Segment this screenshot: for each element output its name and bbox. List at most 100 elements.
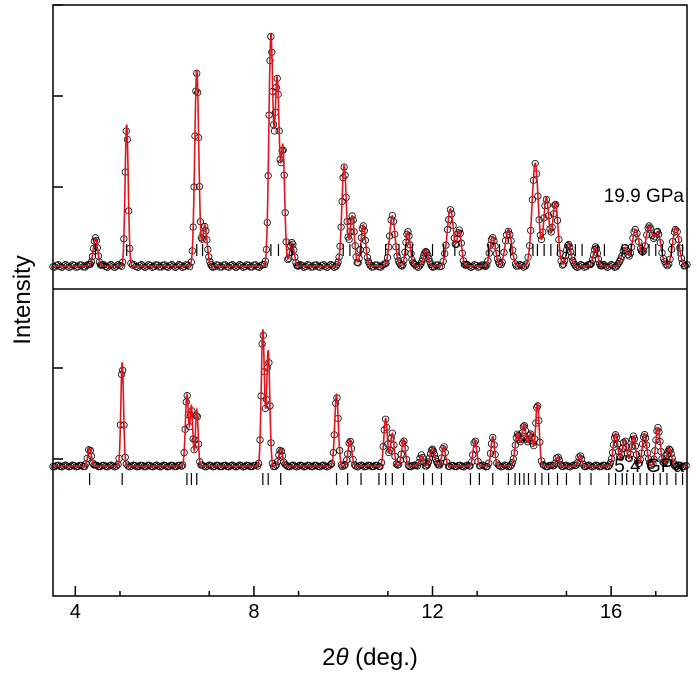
observed-point: [681, 262, 689, 270]
observed-point: [225, 263, 233, 271]
observed-point: [228, 461, 237, 469]
observed-point: [168, 261, 176, 269]
observed-point: [134, 263, 142, 271]
observed-point: [381, 260, 389, 268]
observed-point: [164, 263, 172, 271]
observed-point: [359, 222, 367, 230]
observed-point: [508, 459, 516, 467]
observed-point: [586, 260, 595, 269]
observed-point: [137, 261, 145, 269]
observed-point: [319, 261, 328, 269]
observed-point: [51, 263, 59, 271]
observed-point: [640, 430, 649, 439]
calculated-profile: [53, 32, 687, 267]
observed-point: [289, 461, 297, 469]
observed-point: [149, 463, 157, 471]
observed-point: [201, 222, 209, 231]
observed-point: [61, 461, 70, 469]
calculated-profile: [53, 329, 687, 467]
panel-label-bottom: 5.4 GPa: [614, 456, 684, 477]
x-tick-label: 4: [70, 601, 81, 623]
observed-point: [654, 423, 662, 432]
observed-point: [456, 461, 464, 469]
observed-point: [252, 261, 260, 269]
observed-point: [221, 261, 229, 269]
observed-point: [340, 462, 348, 470]
observed-point: [319, 461, 328, 469]
observed-point: [635, 459, 644, 467]
observed-point: [489, 433, 497, 442]
observed-point: [198, 461, 206, 469]
observed-point: [422, 248, 430, 256]
observed-point: [107, 261, 115, 269]
observed-point: [157, 263, 165, 271]
observed-point: [58, 263, 66, 271]
observed-point: [395, 460, 403, 469]
observed-point: [111, 263, 119, 271]
observed-point: [537, 235, 546, 244]
observed-point: [616, 454, 625, 462]
observed-point: [637, 247, 646, 255]
observed-point: [439, 257, 447, 265]
observed-point: [65, 263, 73, 271]
observed-point: [152, 461, 161, 469]
observed-point: [645, 222, 653, 230]
x-tick-label: 16: [600, 601, 622, 623]
observed-point: [316, 263, 324, 271]
observed-point: [58, 463, 66, 471]
observed-point: [171, 263, 179, 271]
observed-point: [660, 459, 668, 467]
observed-point: [554, 453, 562, 461]
observed-point: [141, 263, 149, 271]
tick-layer: 4 8 12 16: [53, 4, 657, 623]
observed-point: [606, 459, 615, 467]
observed-point: [489, 234, 497, 242]
x-tick-label: 12: [421, 601, 443, 623]
observed-point: [424, 458, 433, 466]
observed-point: [218, 263, 226, 271]
panel-label-top: 19.9 GPa: [604, 186, 685, 207]
observed-point: [557, 461, 565, 469]
observed-point: [485, 459, 493, 467]
observed-point: [662, 260, 670, 268]
observed-point: [603, 263, 612, 271]
observed-point: [293, 463, 301, 471]
plot-frame: [52, 4, 688, 597]
observed-point: [527, 430, 535, 438]
x-axis-title: 2θ (deg.): [322, 644, 418, 671]
observed-point: [225, 463, 233, 471]
observed-point: [77, 261, 86, 269]
observed-point: [430, 263, 438, 271]
x-tick-label: 8: [248, 601, 259, 623]
observed-point: [323, 463, 331, 471]
observed-point: [271, 462, 279, 470]
observed-point: [369, 263, 378, 271]
observed-point: [663, 262, 671, 270]
observed-point: [323, 263, 331, 271]
observed-point: [228, 261, 237, 269]
observed-point: [353, 463, 362, 471]
observed-point: [232, 263, 240, 271]
observed-point: [570, 259, 578, 267]
observed-point: [54, 461, 62, 469]
observed-point: [175, 261, 183, 269]
observed-point: [107, 461, 115, 469]
observed-point: [634, 460, 643, 468]
observed-point: [652, 228, 661, 236]
observed-point: [650, 234, 658, 243]
observed-point: [432, 261, 440, 269]
observed-point: [404, 228, 412, 236]
observed-point: [327, 461, 335, 469]
observed-point: [446, 206, 454, 214]
observed-point: [520, 422, 528, 430]
observed-point: [467, 263, 475, 271]
observed-point: [615, 452, 624, 461]
observed-point: [248, 263, 256, 271]
observed-point: [422, 462, 431, 470]
observed-point: [646, 224, 654, 232]
observed-point: [144, 261, 153, 269]
observed-point: [522, 260, 530, 268]
y-axis-title: Intensity: [9, 255, 36, 344]
observed-point: [585, 461, 593, 469]
